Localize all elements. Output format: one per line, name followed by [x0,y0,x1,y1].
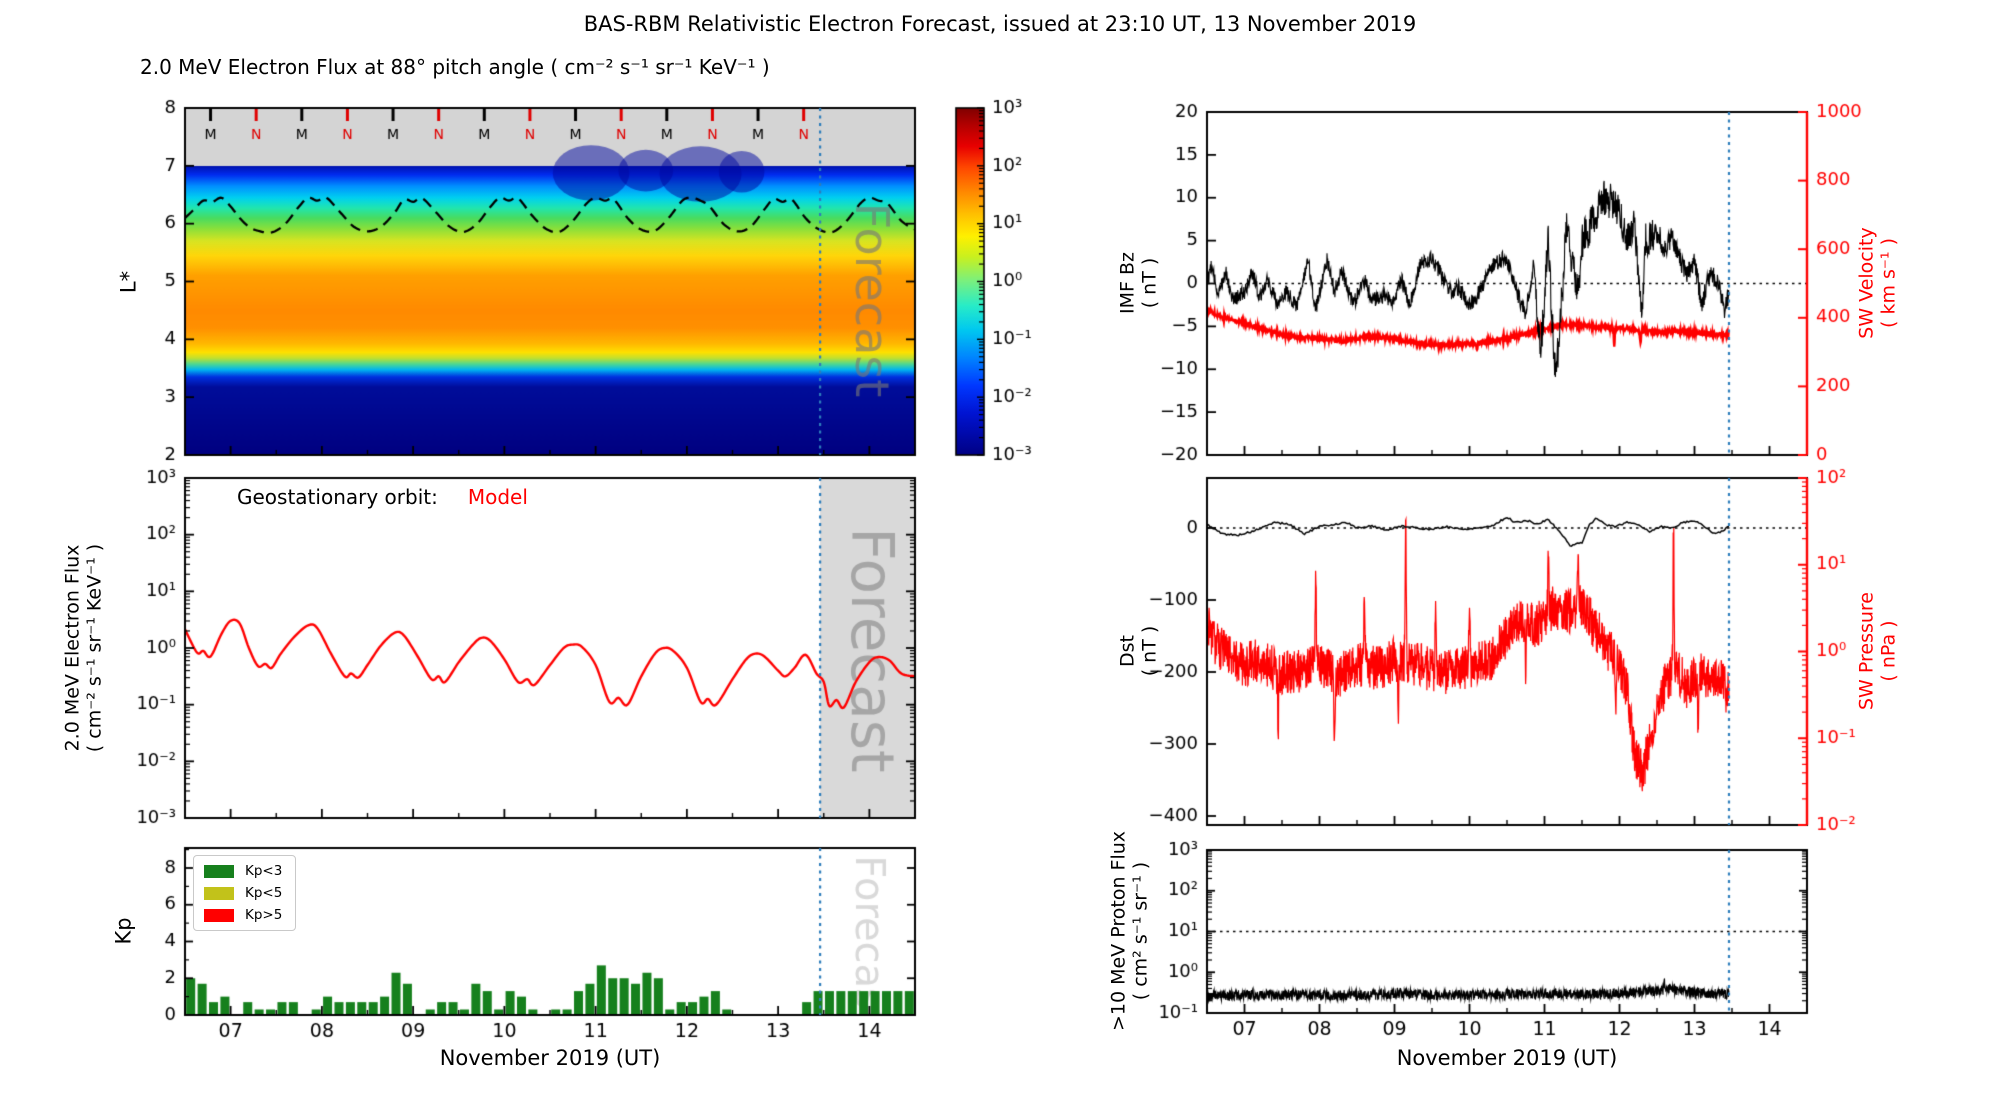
kp-legend-swatch-green [204,864,234,878]
kp-legend-row: Kp<5 [204,885,282,901]
imf-bz-axis-label-line2: ( nT ) [1139,257,1161,309]
kp-legend-row: Kp<3 [204,863,282,879]
sw-velocity-axis-label-line2: ( km s⁻¹ ) [1878,238,1900,329]
geo-orbit-legend: Geostationary orbit: Model [237,485,528,509]
sw-velocity-axis-label: SW Velocity ( km s⁻¹ ) [1856,227,1901,338]
lstar-axis-label: L* [116,270,141,294]
xaxis-label-left: November 2019 (UT) [439,1046,661,1070]
dst-axis-label: Dst ( nT ) [1117,626,1162,677]
kp-legend-swatch-yellow [204,886,234,900]
kp-legend-label-2: Kp<5 [245,885,283,901]
proton-flux-axis-label: >10 MeV Proton Flux ( cm² s⁻¹ sr⁻¹ ) [1108,831,1153,1031]
geoflux-axis-label-line2: ( cm⁻² s⁻¹ sr⁻¹ KeV⁻¹ ) [84,543,106,753]
sw-pressure-axis-label: SW Pressure ( nPa ) [1856,592,1901,710]
xaxis-label-right: November 2019 (UT) [1396,1046,1618,1070]
imf-bz-axis-label-line1: IMF Bz [1116,252,1139,314]
proton-flux-axis-label-line1: >10 MeV Proton Flux [1107,830,1130,1032]
sw-pressure-axis-label-line2: ( nPa ) [1878,620,1900,682]
proton-flux-axis-label-line2: ( cm² s⁻¹ sr⁻¹ ) [1130,861,1152,1001]
kp-legend-swatch-red [204,908,234,922]
dst-axis-label-line1: Dst [1116,635,1139,667]
geoflux-axis-label-line1: 2.0 MeV Electron Flux [61,544,84,752]
kp-legend: Kp<3 Kp<5 Kp>5 [193,855,297,931]
fluxmap-title: 2.0 MeV Electron Flux at 88° pitch angle… [140,55,770,79]
imf-bz-axis-label: IMF Bz ( nT ) [1117,252,1162,314]
geoflux-axis-label: 2.0 MeV Electron Flux ( cm⁻² s⁻¹ sr⁻¹ Ke… [62,544,107,752]
figure-title: BAS-RBM Relativistic Electron Forecast, … [583,12,1417,36]
geo-orbit-legend-model: Model [467,485,528,509]
dst-axis-label-line2: ( nT ) [1139,625,1161,677]
kp-legend-label-3: Kp>5 [245,907,283,923]
sw-velocity-axis-label-line1: SW Velocity [1855,227,1878,339]
geo-orbit-legend-label: Geostationary orbit: [237,485,438,509]
kp-axis-label: Kp [111,917,136,945]
kp-legend-label-1: Kp<3 [245,863,283,879]
sw-pressure-axis-label-line1: SW Pressure [1855,591,1878,711]
kp-legend-row: Kp>5 [204,907,282,923]
